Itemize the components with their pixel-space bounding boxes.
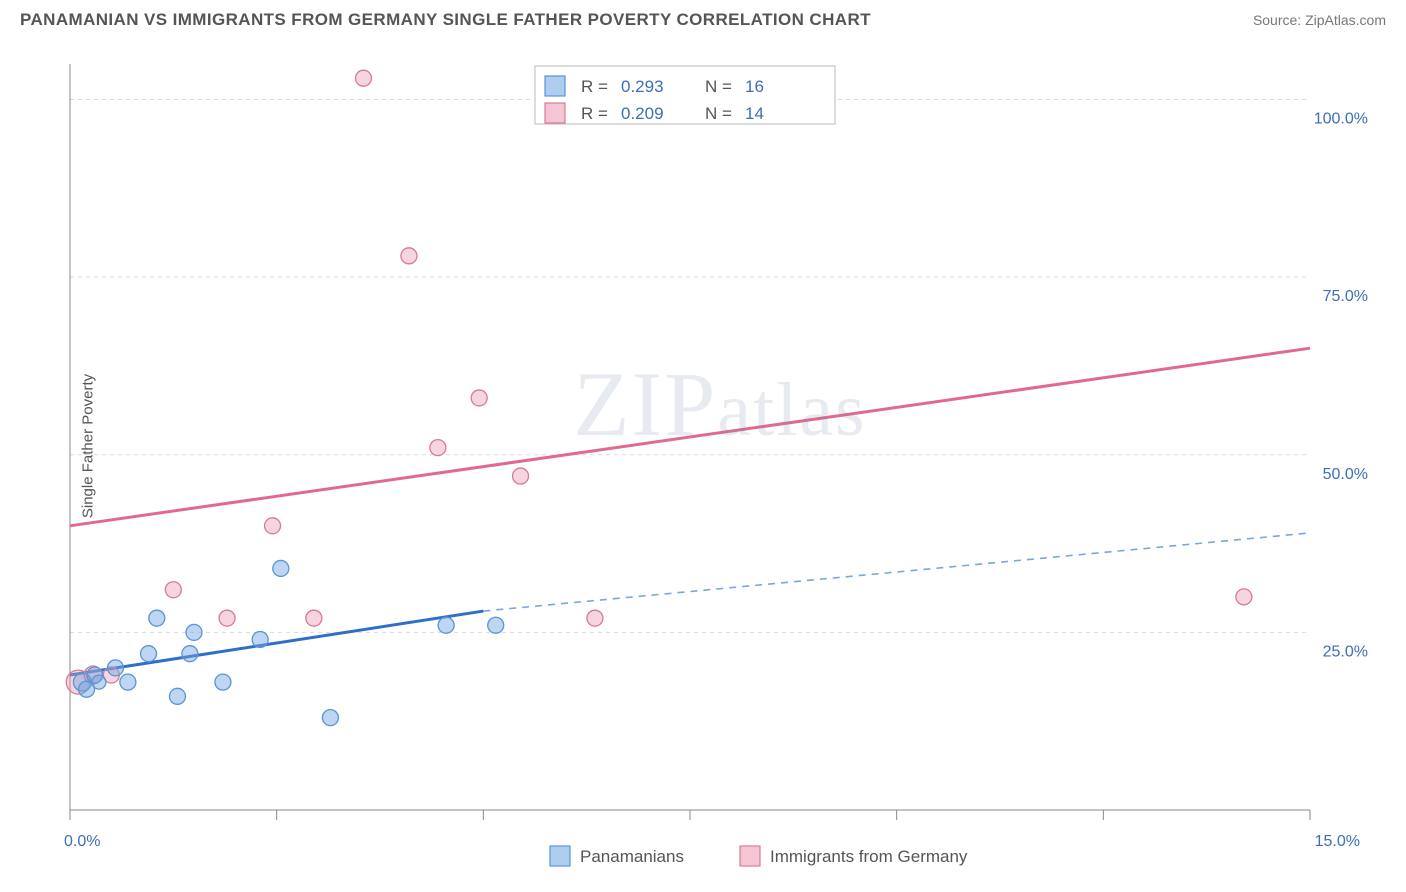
data-point-blue (141, 646, 157, 662)
legend-r-label: R = (581, 104, 608, 123)
legend-swatch (545, 76, 565, 96)
data-point-blue (273, 560, 289, 576)
data-point-blue (215, 674, 231, 690)
chart-area: ZIPatlas 25.0%50.0%75.0%100.0%0.0%15.0%R… (60, 56, 1380, 848)
data-point-blue (488, 617, 504, 633)
data-point-pink (1236, 589, 1252, 605)
trendline-blue (70, 611, 483, 675)
legend-n-value: 16 (745, 77, 764, 96)
x-tick-label: 0.0% (64, 833, 100, 850)
trendline-blue-extrapolated (483, 533, 1310, 611)
data-point-blue (438, 617, 454, 633)
data-point-pink (306, 610, 322, 626)
header-bar: PANAMANIAN VS IMMIGRANTS FROM GERMANY SI… (0, 0, 1406, 34)
data-point-pink (355, 70, 371, 86)
legend-series-label: Panamanians (580, 847, 684, 866)
data-point-pink (401, 248, 417, 264)
data-point-pink (471, 390, 487, 406)
data-point-pink (165, 582, 181, 598)
data-point-blue (186, 624, 202, 640)
trendline-pink (70, 348, 1310, 526)
legend-n-label: N = (705, 104, 732, 123)
legend-r-label: R = (581, 77, 608, 96)
legend-series-label: Immigrants from Germany (770, 847, 968, 866)
legend-swatch (550, 846, 570, 866)
data-point-blue (169, 688, 185, 704)
data-point-blue (107, 660, 123, 676)
data-point-pink (430, 440, 446, 456)
legend-n-value: 14 (745, 104, 764, 123)
y-tick-label: 50.0% (1323, 466, 1368, 483)
data-point-pink (587, 610, 603, 626)
y-tick-label: 25.0% (1323, 643, 1368, 660)
source-credit: Source: ZipAtlas.com (1253, 12, 1386, 28)
data-point-pink (513, 468, 529, 484)
y-tick-label: 75.0% (1323, 288, 1368, 305)
scatter-chart: 25.0% 50.0% 75.0% 100.0% 0.0% 15.0% R = 0.293 N … (60, 56, 1380, 876)
data-point-pink (265, 518, 281, 534)
chart-title: PANAMANIAN VS IMMIGRANTS FROM GERMANY SI… (20, 10, 871, 30)
data-point-blue (120, 674, 136, 690)
legend-r-value: 0.209 (621, 104, 664, 123)
correlation-legend (535, 66, 835, 124)
y-tick-label: 100.0% (1314, 111, 1368, 128)
legend-n-label: N = (705, 77, 732, 96)
data-point-blue (322, 710, 338, 726)
data-point-blue (252, 631, 268, 647)
data-point-blue (92, 675, 106, 689)
data-point-blue (182, 646, 198, 662)
legend-swatch (740, 846, 760, 866)
legend-swatch (545, 103, 565, 123)
x-tick-label: 15.0% (1315, 833, 1360, 850)
data-point-blue (149, 610, 165, 626)
data-point-pink (219, 610, 235, 626)
legend-r-value: 0.293 (621, 77, 664, 96)
